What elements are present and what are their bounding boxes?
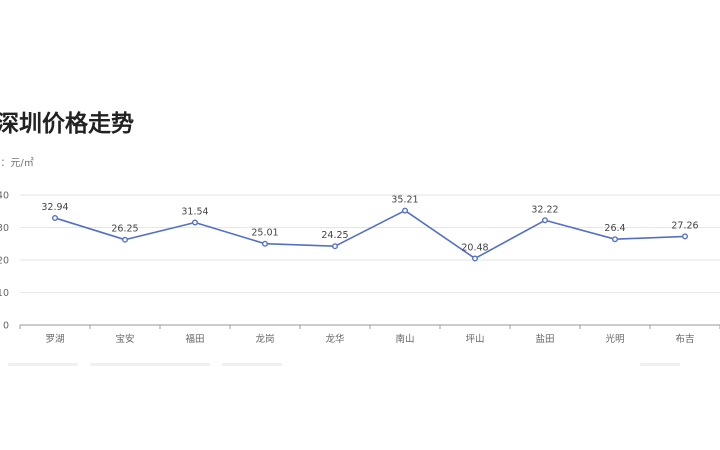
data-label: 26.25 [111,224,138,235]
y-tick-label: 0 [3,321,9,332]
x-tick-label: 南山 [395,333,414,345]
footer-decoration [90,363,210,366]
data-label: 26.4 [604,223,625,234]
x-tick-label: 坪山 [465,333,484,345]
x-tick-label: 布吉 [675,333,694,345]
data-point [262,240,269,247]
x-tick-label: 光明 [605,333,624,345]
data-label: 31.54 [181,206,208,217]
data-labels: 32.94 26.25 31.54 25.01 24.25 35.21 20.48 32.22… [41,195,698,254]
data-label: 20.48 [461,242,488,253]
unit-label: 2：元/㎡ [0,158,34,169]
y-tick-label: 20 [0,256,9,267]
data-point [121,236,128,243]
data-point [332,243,339,250]
data-point [472,255,479,262]
grid-lines [20,194,720,293]
y-tick-label: 10 [0,288,9,299]
axes [19,324,720,329]
data-point [542,217,549,224]
x-tick-labels: 罗湖 宝安 福田 龙岗 龙华 南山 坪山 盐田 光明 布吉 [45,333,694,345]
footer-decoration [8,363,78,366]
chart-title: 深圳价格走势 [0,111,134,137]
data-label: 32.94 [41,202,68,213]
x-tick-label: 龙岗 [255,333,274,345]
x-tick-label: 龙华 [325,333,345,345]
data-label: 27.26 [671,220,698,231]
data-point [612,236,619,243]
x-tick-label: 盐田 [535,333,554,345]
data-label: 25.01 [251,228,278,239]
data-point [402,207,409,214]
data-point [52,214,59,221]
y-tick-label: 40 [0,191,9,202]
footer-decoration [222,363,282,366]
data-points [52,207,689,262]
data-label: 35.21 [391,195,418,206]
series-line [54,209,686,260]
x-tick-label: 宝安 [115,333,134,345]
data-point [191,219,198,226]
y-tick-label: 30 [0,223,9,234]
data-label: 24.25 [321,230,348,241]
footer-decoration [640,363,680,366]
x-tick-label: 福田 [185,333,204,345]
data-label: 32.22 [531,204,558,215]
data-point [682,233,689,240]
series-line-layer [54,209,686,260]
y-tick-labels: 0 10 20 30 40 [0,191,9,332]
x-tick-label: 罗湖 [45,334,64,345]
footer-strip [0,360,720,370]
